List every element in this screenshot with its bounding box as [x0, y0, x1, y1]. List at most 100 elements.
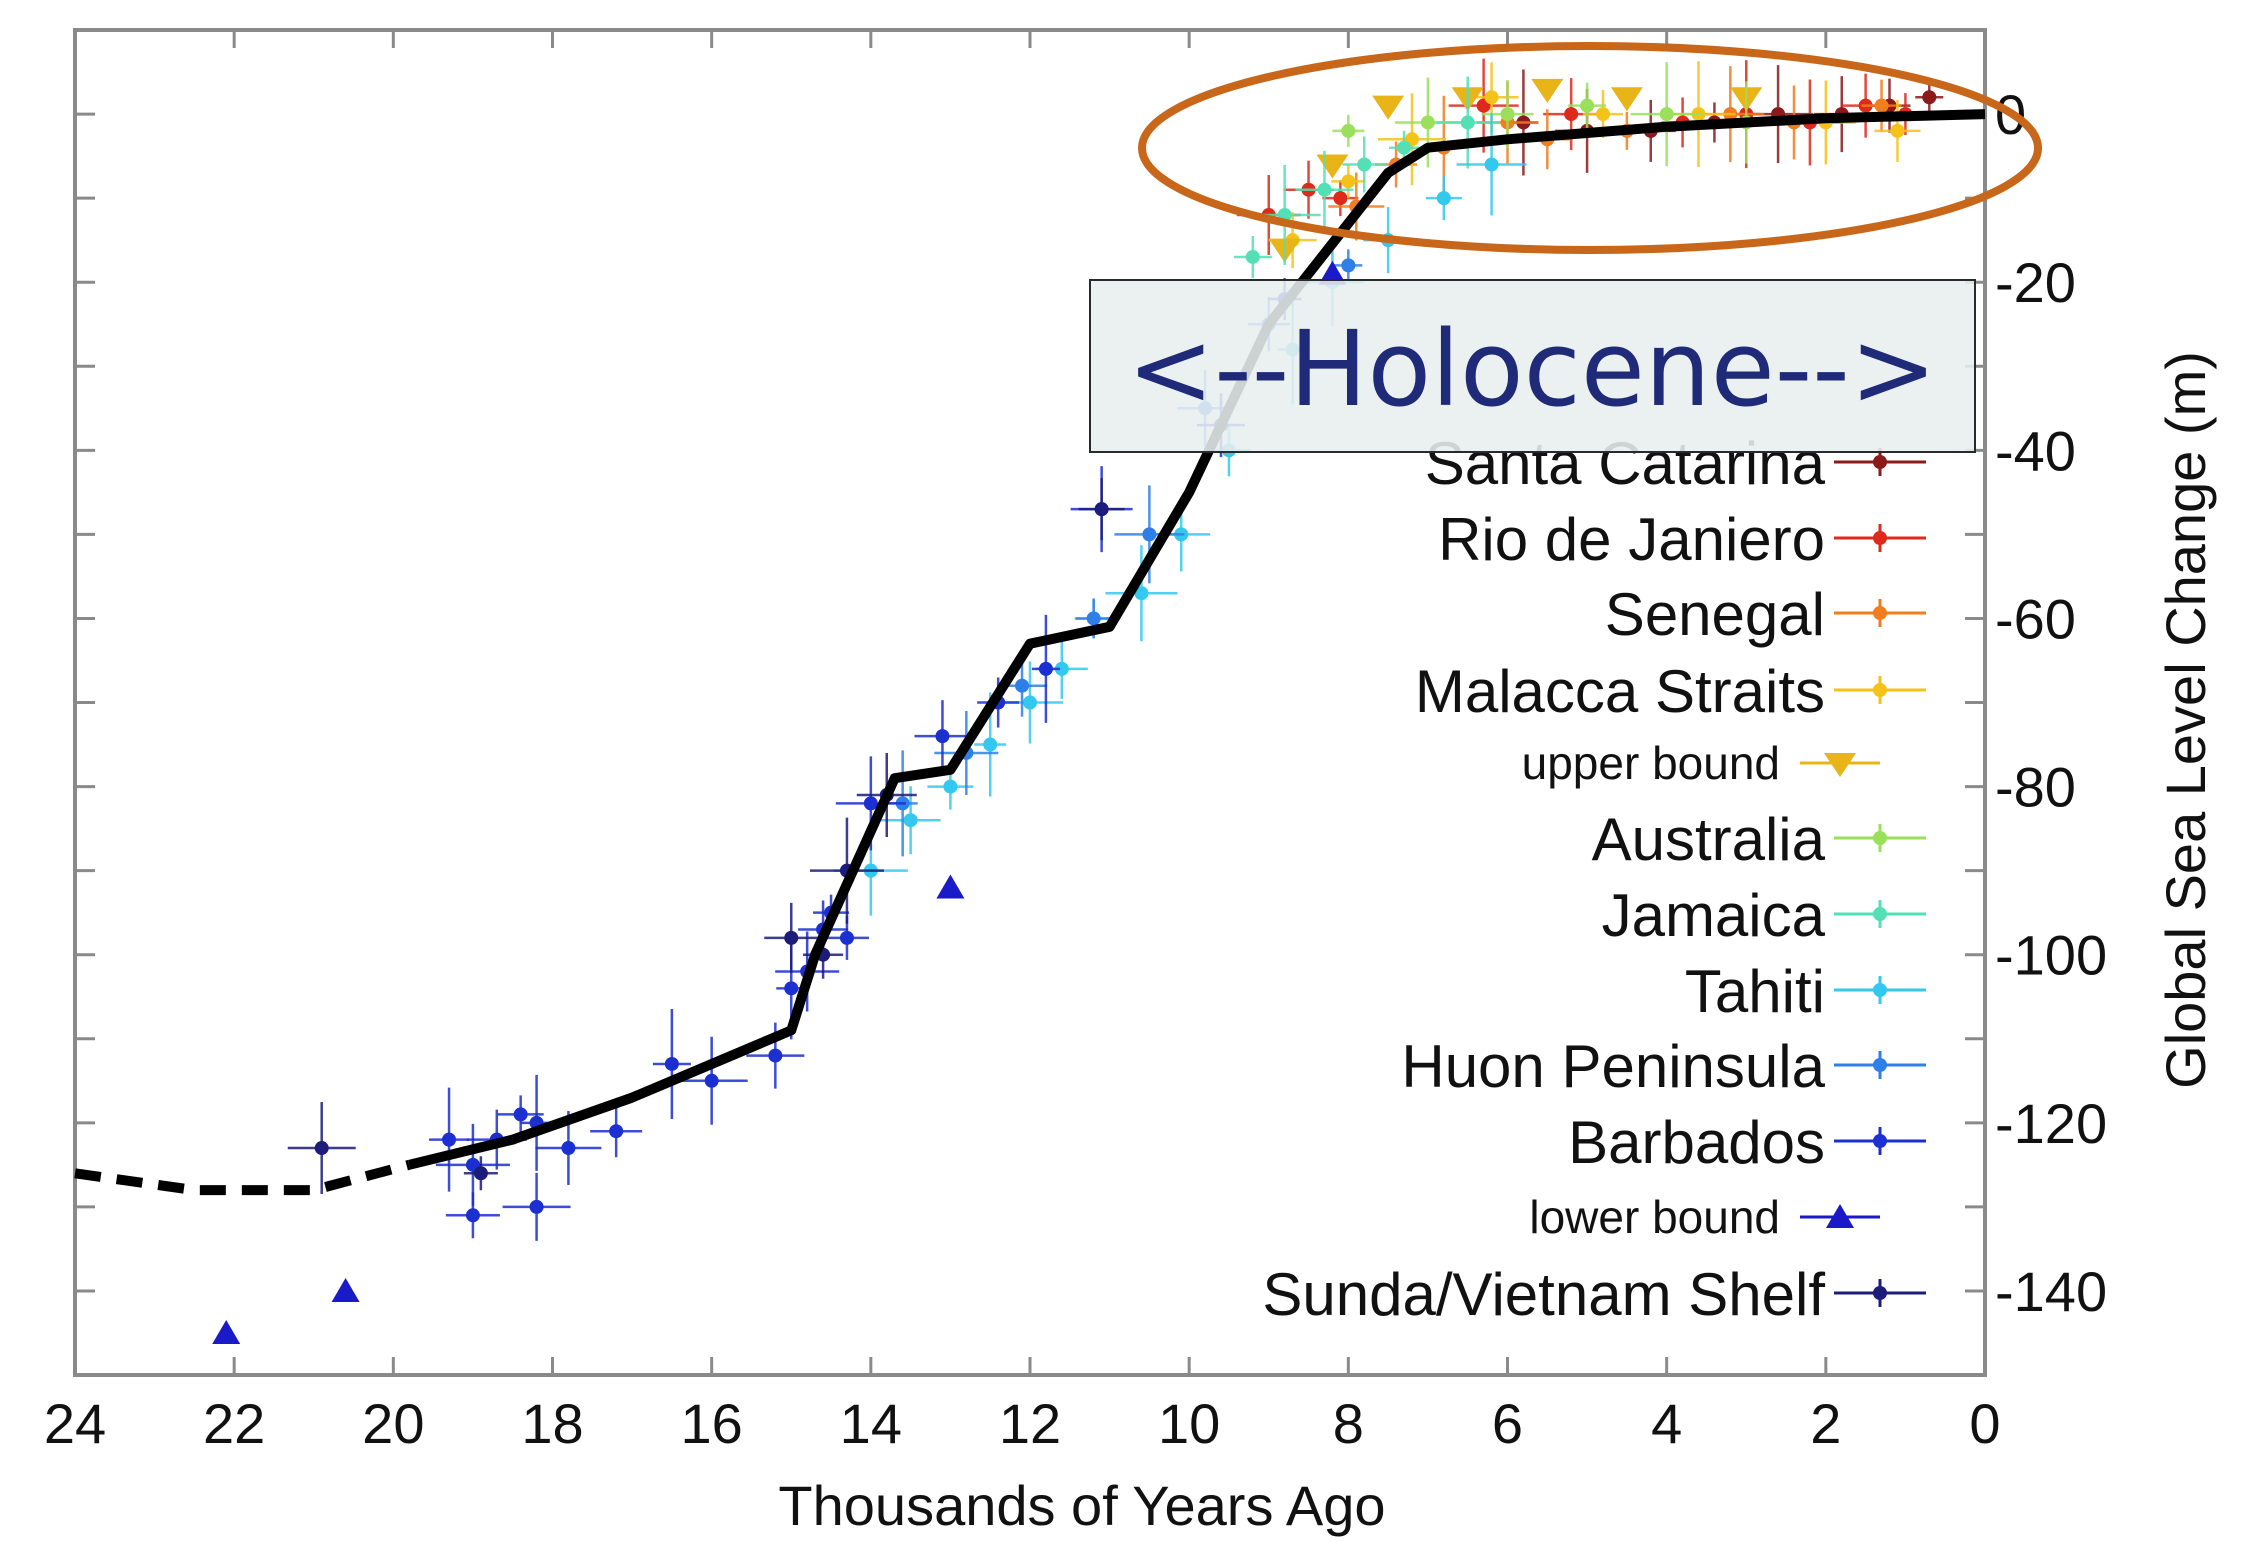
data-point: [1922, 90, 1937, 105]
data-point: [1460, 115, 1475, 130]
data-point: [768, 1048, 783, 1063]
reconstruction-line-dashed: [74, 1159, 411, 1196]
series-sunda-vietnam-shelf: [287, 478, 1125, 1195]
reconstruction-line: [408, 109, 1986, 1170]
data-point: [314, 1141, 329, 1156]
data-point: [1341, 258, 1356, 273]
data-point: [935, 729, 950, 744]
legend-item: Huon Peninsula: [1401, 1033, 1926, 1100]
y-axis-title: Global Sea Level Change (m): [2154, 351, 2217, 1089]
y-tick-label: -80: [1995, 756, 2076, 819]
data-point: [1874, 98, 1889, 113]
data-point: [1596, 107, 1610, 122]
x-tick-label: 22: [203, 1392, 265, 1455]
data-point: [1134, 586, 1149, 601]
data-point: [1341, 174, 1356, 189]
y-tick-label: -40: [1995, 419, 2076, 482]
data-point: [903, 813, 918, 828]
data-point: [1316, 154, 1349, 179]
legend-label: Huon Peninsula: [1401, 1033, 1825, 1100]
data-point: [1564, 107, 1579, 122]
data-point: [1873, 983, 1887, 997]
holocene-box: [1089, 279, 1976, 453]
data-point: [331, 1277, 360, 1302]
x-axis-title: Thousands of Years Ago: [778, 1474, 1385, 1537]
holocene-ellipse: [1138, 42, 2042, 254]
x-tick-label: 18: [521, 1392, 583, 1455]
data-point: [1873, 531, 1887, 545]
data-point: [863, 796, 878, 811]
data-point: [1873, 606, 1887, 620]
data-point: [784, 981, 799, 996]
data-point: [1015, 678, 1030, 693]
data-point: [1094, 502, 1109, 517]
legend-label: upper bound: [1522, 737, 1780, 789]
legend-item: Australia: [1592, 806, 1926, 873]
legend-item: Senegal: [1605, 581, 1926, 648]
legend-label: Sunda/Vietnam Shelf: [1262, 1261, 1825, 1328]
data-point: [1610, 87, 1643, 112]
data-point: [1873, 1058, 1887, 1072]
data-point: [442, 1132, 457, 1147]
legend-label: Malacca Straits: [1415, 658, 1825, 725]
data-point: [704, 1073, 719, 1088]
data-point: [513, 1107, 528, 1122]
data-point: [1317, 182, 1332, 197]
data-point: [1318, 260, 1347, 285]
x-tick-label: 12: [999, 1392, 1061, 1455]
legend-label: Rio de Janiero: [1438, 506, 1825, 573]
legend-label: Barbados: [1568, 1109, 1825, 1176]
x-tick-label: 8: [1333, 1392, 1364, 1455]
data-point: [1659, 107, 1674, 122]
data-point: [1580, 98, 1595, 113]
legend-label: Senegal: [1605, 581, 1825, 648]
x-tick-label: 10: [1158, 1392, 1220, 1455]
data-point: [1531, 78, 1564, 103]
data-point: [473, 1166, 488, 1181]
legend-label: Tahiti: [1685, 958, 1825, 1025]
holocene-label: <--Holocene-->: [1127, 308, 1937, 430]
x-tick-label: 4: [1651, 1392, 1682, 1455]
legend-item: Tahiti: [1685, 958, 1926, 1025]
data-point: [1873, 1286, 1887, 1300]
data-point: [1890, 123, 1905, 138]
data-point: [1824, 753, 1856, 777]
data-point: [529, 1199, 544, 1214]
y-tick-label: -20: [1995, 251, 2076, 314]
reconstruction-line-layer: [74, 109, 1986, 1196]
holocene-annotation: <--Holocene-->: [1089, 42, 2042, 453]
legend-item: upper bound: [1522, 737, 1880, 789]
data-point: [1484, 90, 1499, 105]
legend-item: Sunda/Vietnam Shelf: [1262, 1261, 1926, 1328]
x-tick-label: 2: [1810, 1392, 1841, 1455]
data-point: [784, 930, 799, 945]
y-tick-label: -120: [1995, 1092, 2107, 1155]
x-tick-label: 6: [1492, 1392, 1523, 1455]
data-point: [1873, 1134, 1887, 1148]
legend-item: Jamaica: [1602, 882, 1926, 949]
data-point: [1357, 157, 1372, 172]
y-tick-label: -140: [1995, 1260, 2107, 1323]
data-point: [1500, 107, 1515, 122]
x-tick-label: 0: [1969, 1392, 2000, 1455]
data-point: [1873, 831, 1887, 845]
series-lower-bound: [212, 260, 1347, 1344]
legend-item: Barbados: [1568, 1109, 1926, 1176]
data-point: [1341, 123, 1356, 138]
x-tick-label: 24: [44, 1392, 106, 1455]
legend-label: lower bound: [1529, 1191, 1780, 1243]
legend-item: Rio de Janiero: [1438, 506, 1926, 573]
y-tick-label: -100: [1995, 924, 2107, 987]
data-point: [839, 930, 854, 945]
data-point: [1484, 157, 1499, 172]
data-point: [1023, 695, 1037, 710]
data-point: [936, 874, 965, 899]
data-point: [1873, 455, 1887, 469]
data-point: [1397, 140, 1412, 155]
data-point: [1826, 1204, 1854, 1228]
data-point: [1086, 611, 1101, 626]
data-point: [609, 1124, 624, 1139]
legend-item: Malacca Straits: [1415, 658, 1926, 725]
data-point: [561, 1141, 576, 1156]
